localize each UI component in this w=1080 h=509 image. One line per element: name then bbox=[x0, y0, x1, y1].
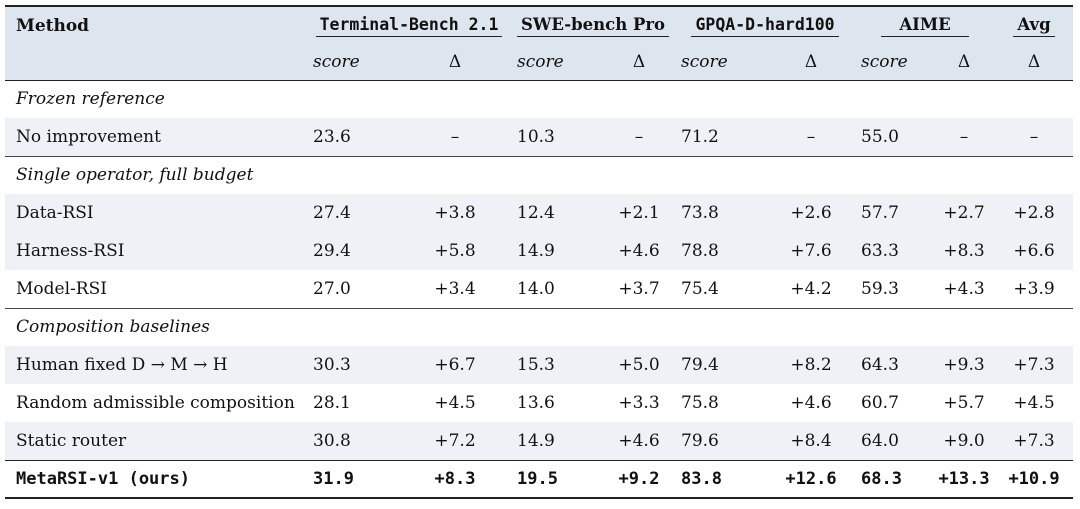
group-terminal-bench: Terminal-Bench 2.1 bbox=[307, 6, 511, 44]
section-frozen: Frozen reference bbox=[5, 80, 1074, 118]
results-table: Method Terminal-Bench 2.1 SWE-bench Pro … bbox=[5, 5, 1074, 499]
table-row: Data-RSI 27.4 +3.8 12.4 +2.1 73.8 +2.6 5… bbox=[5, 194, 1074, 232]
group-swe-bench: SWE-bench Pro bbox=[511, 6, 675, 44]
row-label: MetaRSI-v1 (ours) bbox=[16, 468, 190, 489]
delta-header: Δ bbox=[632, 51, 646, 72]
row-label: Data-RSI bbox=[16, 203, 94, 223]
header-row-sub: score Δ score Δ score Δ score Δ Δ bbox=[5, 44, 1074, 80]
group-aime: AIME bbox=[855, 6, 995, 44]
row-label: Static router bbox=[16, 430, 127, 451]
row-label: Human fixed D → M → H bbox=[16, 355, 228, 375]
row-label: Model-RSI bbox=[16, 278, 107, 299]
table-row: Static router 30.8 +7.2 14.9 +4.6 79.6 +… bbox=[5, 422, 1074, 460]
delta-header: Δ bbox=[448, 51, 462, 72]
delta-header: Δ bbox=[1027, 51, 1041, 72]
header-row-groups: Method Terminal-Bench 2.1 SWE-bench Pro … bbox=[5, 6, 1074, 44]
section-label: Frozen reference bbox=[16, 89, 165, 110]
table-row-best: MetaRSI-v1 (ours) 31.9 +8.3 19.5 +9.2 83… bbox=[5, 460, 1074, 498]
table-row: Human fixed D → M → H 30.3 +6.7 15.3 +5.… bbox=[5, 346, 1074, 384]
section-composition: Composition baselines bbox=[5, 308, 1074, 346]
table-row: Model-RSI 27.0 +3.4 14.0 +3.7 75.4 +4.2 … bbox=[5, 270, 1073, 308]
group-gpqa: GPQA-D-hard100 bbox=[675, 6, 855, 44]
section-single: Single operator, full budget bbox=[5, 156, 1074, 194]
delta-header: Δ bbox=[804, 51, 818, 72]
table-row: No improvement 23.6 – 10.3 – 71.2 – 55.0… bbox=[5, 118, 1074, 156]
score-header: score bbox=[861, 51, 908, 72]
score-header: score bbox=[517, 51, 564, 72]
section-label: Single operator, full budget bbox=[16, 165, 254, 186]
table-row: Harness-RSI 29.4 +5.8 14.9 +4.6 78.8 +7.… bbox=[5, 232, 1074, 270]
score-header: score bbox=[681, 51, 728, 72]
score-header: score bbox=[313, 51, 360, 72]
row-label: Harness-RSI bbox=[16, 241, 125, 261]
section-label: Composition baselines bbox=[16, 317, 210, 338]
delta-header: Δ bbox=[957, 51, 971, 72]
row-label: Random admissible composition bbox=[16, 393, 295, 413]
method-header: Method bbox=[16, 15, 90, 36]
table-row: Random admissible composition 28.1 +4.5 … bbox=[5, 384, 1073, 422]
group-avg: Avg bbox=[995, 6, 1073, 44]
row-label: No improvement bbox=[16, 126, 161, 147]
